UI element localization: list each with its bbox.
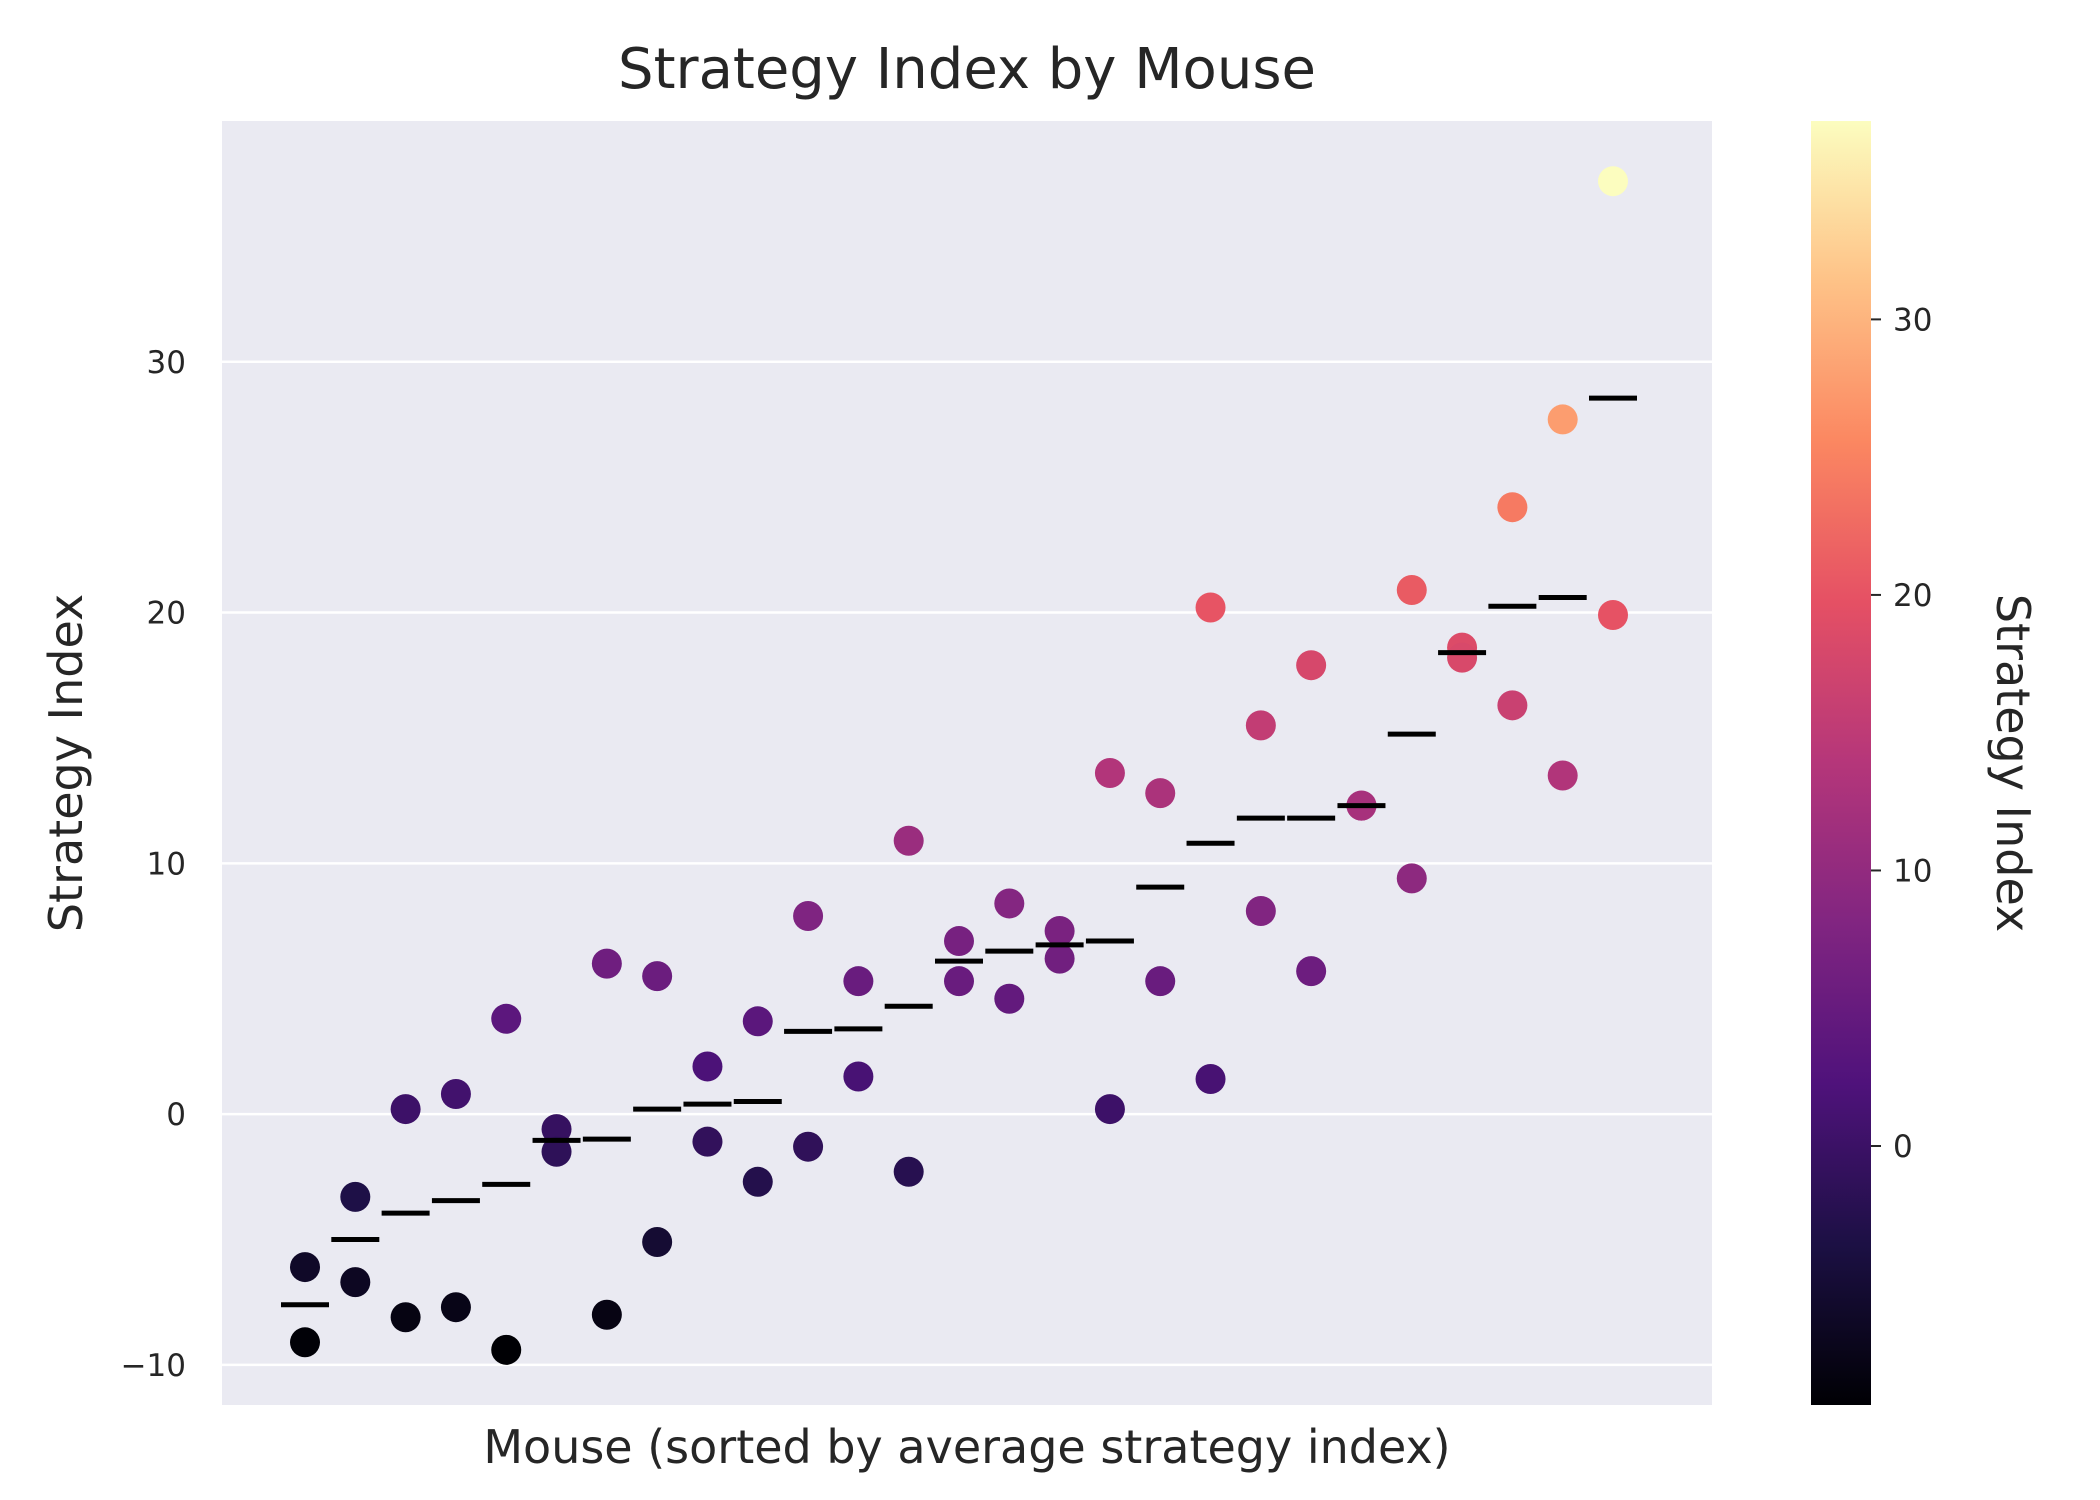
data-point bbox=[340, 1181, 371, 1212]
data-points bbox=[290, 166, 1628, 1365]
data-point bbox=[793, 1131, 824, 1162]
colorbar-tick-label: 20 bbox=[1893, 578, 1932, 614]
plot-area bbox=[222, 121, 1712, 1405]
data-point bbox=[1547, 760, 1578, 791]
data-point bbox=[692, 1126, 723, 1157]
data-point bbox=[1447, 642, 1478, 673]
data-point bbox=[893, 825, 924, 856]
data-point bbox=[1396, 574, 1427, 605]
data-point bbox=[1145, 966, 1176, 997]
x-axis-label: Mouse (sorted by average strategy index) bbox=[483, 1420, 1450, 1474]
data-point bbox=[1044, 943, 1075, 974]
data-point bbox=[1547, 404, 1578, 435]
data-point bbox=[491, 1003, 522, 1034]
data-point bbox=[290, 1327, 320, 1358]
data-point bbox=[793, 900, 824, 931]
colorbar-ticks: 0 10 20 30 bbox=[1871, 302, 1932, 1165]
data-point bbox=[1245, 895, 1276, 926]
data-point bbox=[944, 966, 974, 997]
y-tick-label: −10 bbox=[121, 1348, 186, 1384]
data-point bbox=[843, 1061, 874, 1092]
y-axis-ticks: −10 0 10 20 30 bbox=[121, 345, 186, 1384]
data-point bbox=[440, 1079, 471, 1110]
data-point bbox=[843, 966, 874, 997]
colorbar-label: Strategy Index bbox=[1986, 594, 2040, 932]
data-point bbox=[491, 1334, 522, 1365]
y-tick-label: 30 bbox=[147, 345, 186, 381]
data-point bbox=[541, 1136, 572, 1167]
data-point bbox=[642, 961, 673, 992]
data-point bbox=[1145, 778, 1176, 809]
data-point bbox=[390, 1094, 421, 1125]
data-point bbox=[1296, 650, 1327, 681]
data-point bbox=[1245, 710, 1276, 741]
data-point bbox=[994, 888, 1025, 919]
data-point bbox=[1094, 1094, 1125, 1125]
data-point bbox=[742, 1166, 773, 1197]
y-axis-label: Strategy Index bbox=[39, 594, 93, 932]
data-point bbox=[290, 1252, 320, 1283]
y-tick-label: 20 bbox=[147, 596, 186, 632]
data-point bbox=[1296, 956, 1327, 987]
data-point bbox=[692, 1051, 723, 1082]
data-point bbox=[340, 1267, 371, 1298]
data-point bbox=[591, 1299, 622, 1330]
mean-markers bbox=[281, 395, 1637, 1308]
data-point bbox=[1094, 758, 1125, 789]
data-point bbox=[1598, 600, 1628, 631]
data-point bbox=[642, 1226, 673, 1257]
data-point bbox=[893, 1156, 924, 1187]
gridlines bbox=[222, 360, 1712, 1367]
colorbar-tick-label: 0 bbox=[1893, 1129, 1913, 1165]
data-point bbox=[1396, 863, 1427, 894]
data-point bbox=[1044, 916, 1075, 947]
data-point bbox=[994, 983, 1025, 1014]
data-point bbox=[390, 1302, 421, 1333]
data-point bbox=[742, 1006, 773, 1037]
data-point bbox=[440, 1292, 471, 1323]
colorbar-tick-label: 10 bbox=[1893, 853, 1932, 889]
colorbar bbox=[1811, 121, 1871, 1405]
data-point bbox=[1195, 592, 1226, 623]
y-tick-label: 10 bbox=[147, 846, 186, 882]
data-point bbox=[1598, 166, 1628, 197]
data-point bbox=[1195, 1063, 1226, 1094]
y-tick-label: 0 bbox=[166, 1097, 186, 1133]
data-point bbox=[541, 1114, 572, 1145]
data-point bbox=[944, 926, 974, 957]
colorbar-tick-label: 30 bbox=[1893, 302, 1932, 338]
chart-title: Strategy Index by Mouse bbox=[618, 37, 1316, 102]
data-point bbox=[591, 948, 622, 979]
data-point bbox=[1497, 690, 1528, 721]
data-point bbox=[1497, 492, 1528, 523]
